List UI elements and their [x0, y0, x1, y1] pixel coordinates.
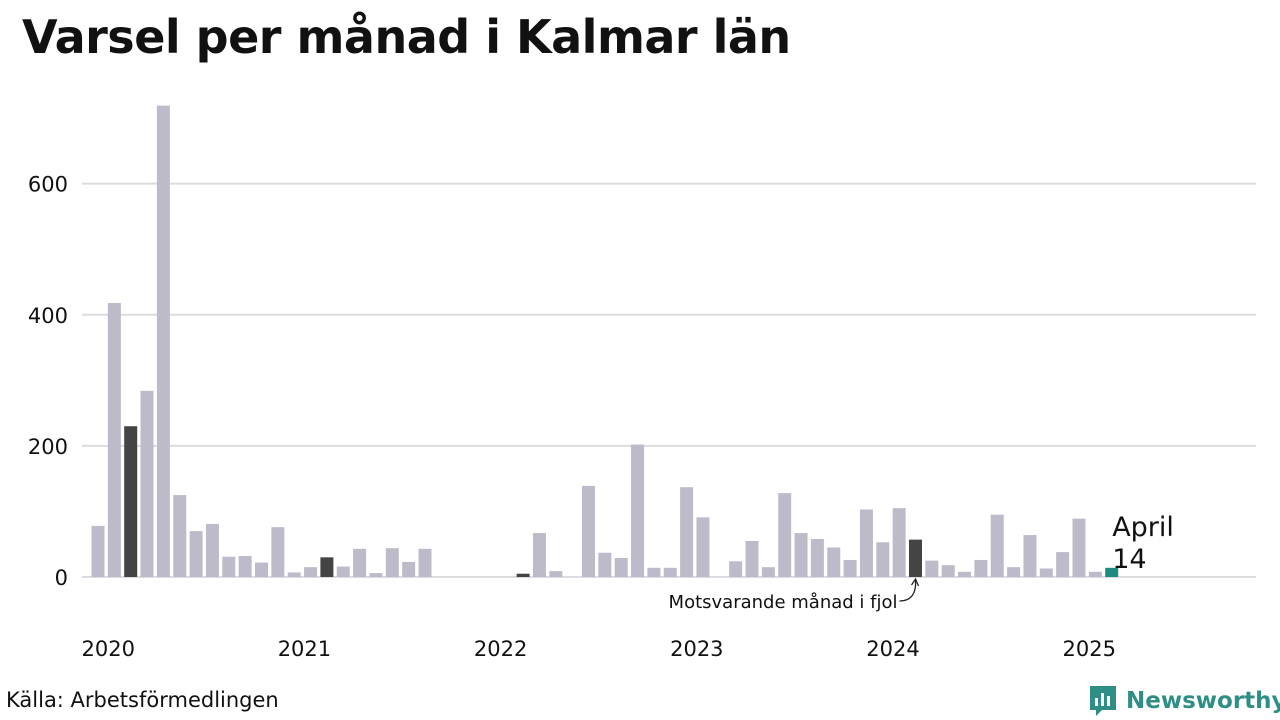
bar: [287, 572, 301, 577]
newsworthy-logo-icon: [1090, 686, 1116, 716]
bar: [418, 548, 432, 577]
bar: [385, 548, 399, 577]
y-tick-label: 0: [55, 566, 68, 590]
bar: [794, 533, 808, 577]
bar: [532, 533, 546, 577]
bar-same-month-previous-year: [124, 426, 138, 577]
bar: [255, 562, 268, 577]
bar: [222, 556, 236, 577]
bar: [271, 527, 285, 577]
bar: [1072, 518, 1086, 577]
bar: [304, 567, 318, 577]
bar: [680, 487, 694, 577]
bar: [843, 559, 857, 577]
bar: [761, 567, 775, 577]
bar: [647, 567, 661, 577]
bars: [91, 105, 1119, 578]
bar: [990, 514, 1004, 577]
same-month-annotation: Motsvarande månad i fjol: [669, 592, 898, 613]
bar: [549, 571, 563, 577]
bar: [778, 493, 792, 577]
bar: [402, 561, 416, 577]
bar: [205, 523, 219, 577]
y-tick-label: 400: [28, 304, 68, 328]
bar: [696, 517, 710, 577]
bar: [1039, 568, 1053, 577]
y-axis: 0 200 400 600: [28, 173, 68, 590]
bar: [892, 508, 906, 577]
last-month-value: 14: [1112, 544, 1146, 575]
annotation-arrowhead: [910, 577, 920, 587]
bar: [238, 556, 252, 577]
bar: [173, 495, 187, 577]
bar: [958, 571, 972, 577]
brand-logo: Newsworthy: [1088, 684, 1280, 718]
x-axis: 2020 2021 2022 2023 2024 2025: [82, 637, 1116, 661]
bar: [974, 559, 988, 577]
y-tick-label: 600: [28, 173, 68, 197]
source-note: Källa: Arbetsförmedlingen: [6, 688, 279, 712]
bar: [827, 547, 841, 577]
bar: [941, 565, 955, 577]
last-month-label: April: [1112, 512, 1174, 543]
chart-title: Varsel per månad i Kalmar län: [22, 10, 791, 64]
bar: [369, 573, 383, 577]
bar: [925, 560, 939, 577]
bar: [1023, 535, 1037, 577]
bar: [1007, 567, 1021, 577]
x-tick-label: 2025: [1063, 637, 1116, 661]
bar: [876, 542, 890, 577]
brand-name: Newsworthy: [1126, 688, 1280, 714]
y-tick-label: 200: [28, 435, 68, 459]
x-tick-label: 2021: [278, 637, 331, 661]
bar: [189, 531, 203, 577]
gridlines: [82, 182, 1256, 578]
bar: [614, 557, 628, 577]
bar: [353, 548, 367, 577]
annotation-arrow: [899, 579, 917, 602]
bar: [745, 540, 759, 577]
bar: [631, 444, 645, 577]
bar-same-month-previous-year: [320, 557, 334, 577]
bar: [1056, 552, 1070, 577]
bar: [156, 105, 170, 578]
x-tick-label: 2022: [474, 637, 527, 661]
bar: [1088, 571, 1102, 577]
bar: [810, 538, 824, 577]
bar: [598, 552, 612, 577]
x-tick-label: 2024: [866, 637, 919, 661]
bar: [336, 566, 350, 577]
bar: [729, 561, 743, 577]
bar-current-month: [1105, 567, 1119, 577]
bar: [107, 302, 121, 577]
bar: [663, 567, 677, 577]
bar: [859, 509, 873, 577]
bar: [91, 525, 105, 577]
bar: [582, 485, 595, 577]
x-tick-label: 2023: [670, 637, 723, 661]
bar-same-month-previous-year: [909, 539, 922, 577]
x-tick-label: 2020: [82, 637, 135, 661]
bar: [140, 390, 154, 577]
bar-same-month-previous-year: [516, 573, 530, 577]
